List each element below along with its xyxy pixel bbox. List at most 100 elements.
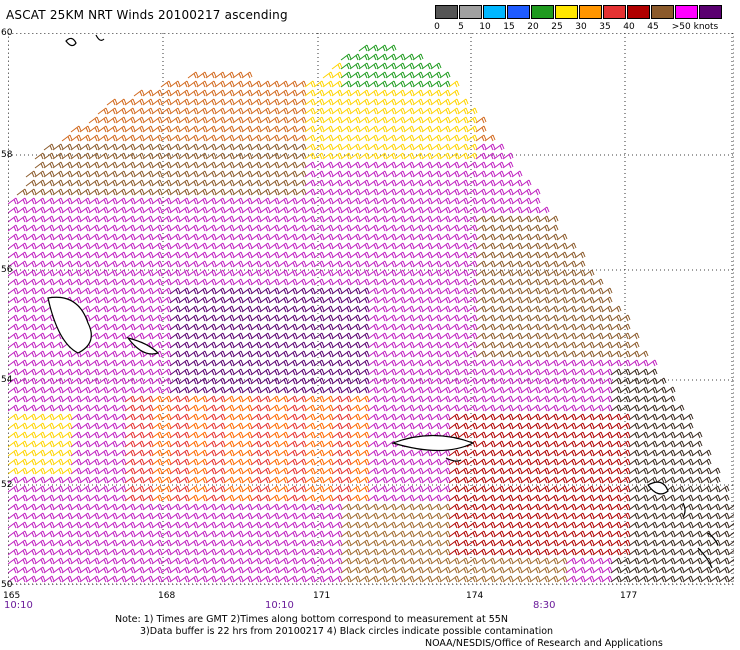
wind-barb — [421, 368, 433, 376]
wind-barb — [403, 197, 415, 205]
wind-barb — [466, 107, 478, 115]
wind-barb — [340, 314, 352, 322]
wind-barb — [439, 422, 451, 430]
wind-barb — [448, 521, 460, 529]
wind-barb — [574, 359, 586, 367]
wind-barb — [286, 215, 298, 223]
wind-barb — [223, 161, 235, 169]
wind-barb — [520, 215, 532, 223]
wind-barb — [412, 53, 424, 61]
wind-barb — [655, 503, 667, 511]
wind-barb — [106, 332, 118, 340]
wind-barb — [115, 224, 127, 232]
wind-barb — [358, 332, 370, 340]
wind-barb — [340, 188, 352, 196]
wind-barb — [502, 224, 514, 232]
wind-barb — [304, 98, 316, 106]
wind-barb — [34, 350, 46, 358]
wind-barb — [340, 467, 352, 475]
wind-barb — [430, 314, 442, 322]
wind-barb — [214, 404, 226, 412]
wind-barb — [520, 521, 532, 529]
wind-barb — [286, 440, 298, 448]
wind-barb — [664, 557, 676, 565]
wind-barb — [412, 134, 424, 142]
wind-barb — [547, 458, 559, 466]
wind-barb — [331, 305, 343, 313]
wind-barb — [223, 80, 235, 88]
wind-barb — [475, 125, 487, 133]
wind-barb — [25, 440, 37, 448]
wind-barb — [178, 224, 190, 232]
wind-barb — [268, 107, 280, 115]
wind-barb — [421, 269, 433, 277]
wind-barb — [232, 116, 244, 124]
wind-barb — [421, 494, 433, 502]
wind-barb — [52, 233, 64, 241]
wind-barb — [385, 431, 397, 439]
wind-barb — [547, 404, 559, 412]
wind-barb — [295, 197, 307, 205]
wind-barb — [304, 215, 316, 223]
wind-barb — [448, 89, 460, 97]
wind-barb — [394, 152, 406, 160]
wind-barb — [70, 440, 82, 448]
wind-barb — [529, 530, 541, 538]
wind-barb — [115, 521, 127, 529]
wind-barb — [439, 125, 451, 133]
wind-barb — [286, 494, 298, 502]
wind-barb — [205, 557, 217, 565]
wind-barb — [214, 206, 226, 214]
wind-barb — [133, 161, 145, 169]
wind-barb — [349, 206, 361, 214]
wind-barb — [268, 197, 280, 205]
wind-barb — [196, 161, 208, 169]
wind-barb — [295, 89, 307, 97]
wind-barb — [439, 134, 451, 142]
wind-barb — [286, 530, 298, 538]
wind-barb — [241, 512, 253, 520]
wind-barb — [295, 512, 307, 520]
wind-barb — [331, 332, 343, 340]
wind-barb — [538, 305, 550, 313]
wind-barb — [304, 332, 316, 340]
wind-barb — [151, 98, 163, 106]
wind-barb — [16, 575, 28, 583]
wind-barb — [394, 494, 406, 502]
wind-barb — [286, 314, 298, 322]
wind-barb — [340, 125, 352, 133]
wind-barb — [385, 269, 397, 277]
wind-barb — [187, 89, 199, 97]
wind-barb — [610, 377, 622, 385]
wind-barb — [43, 368, 55, 376]
wind-barb — [97, 314, 109, 322]
wind-barb — [70, 143, 82, 151]
wind-barb — [601, 287, 613, 295]
wind-barb — [88, 242, 100, 250]
wind-barb — [169, 368, 181, 376]
wind-barb — [349, 548, 361, 556]
wind-barb — [421, 566, 433, 574]
wind-barb — [259, 566, 271, 574]
wind-barb — [376, 485, 388, 493]
wind-barb — [169, 539, 181, 547]
wind-barb — [718, 548, 730, 556]
wind-barb — [691, 503, 703, 511]
wind-barb — [313, 98, 325, 106]
wind-barb — [160, 134, 172, 142]
wind-barb — [43, 161, 55, 169]
wind-barb — [268, 143, 280, 151]
wind-barb — [583, 377, 595, 385]
wind-barb — [502, 305, 514, 313]
wind-barb — [70, 269, 82, 277]
wind-barb — [502, 566, 514, 574]
wind-barb — [538, 395, 550, 403]
wind-barb — [133, 116, 145, 124]
wind-barb — [457, 485, 469, 493]
wind-barb — [502, 548, 514, 556]
wind-barb — [412, 521, 424, 529]
wind-barb — [124, 368, 136, 376]
wind-barb — [313, 170, 325, 178]
wind-barb — [358, 350, 370, 358]
wind-barb — [538, 224, 550, 232]
